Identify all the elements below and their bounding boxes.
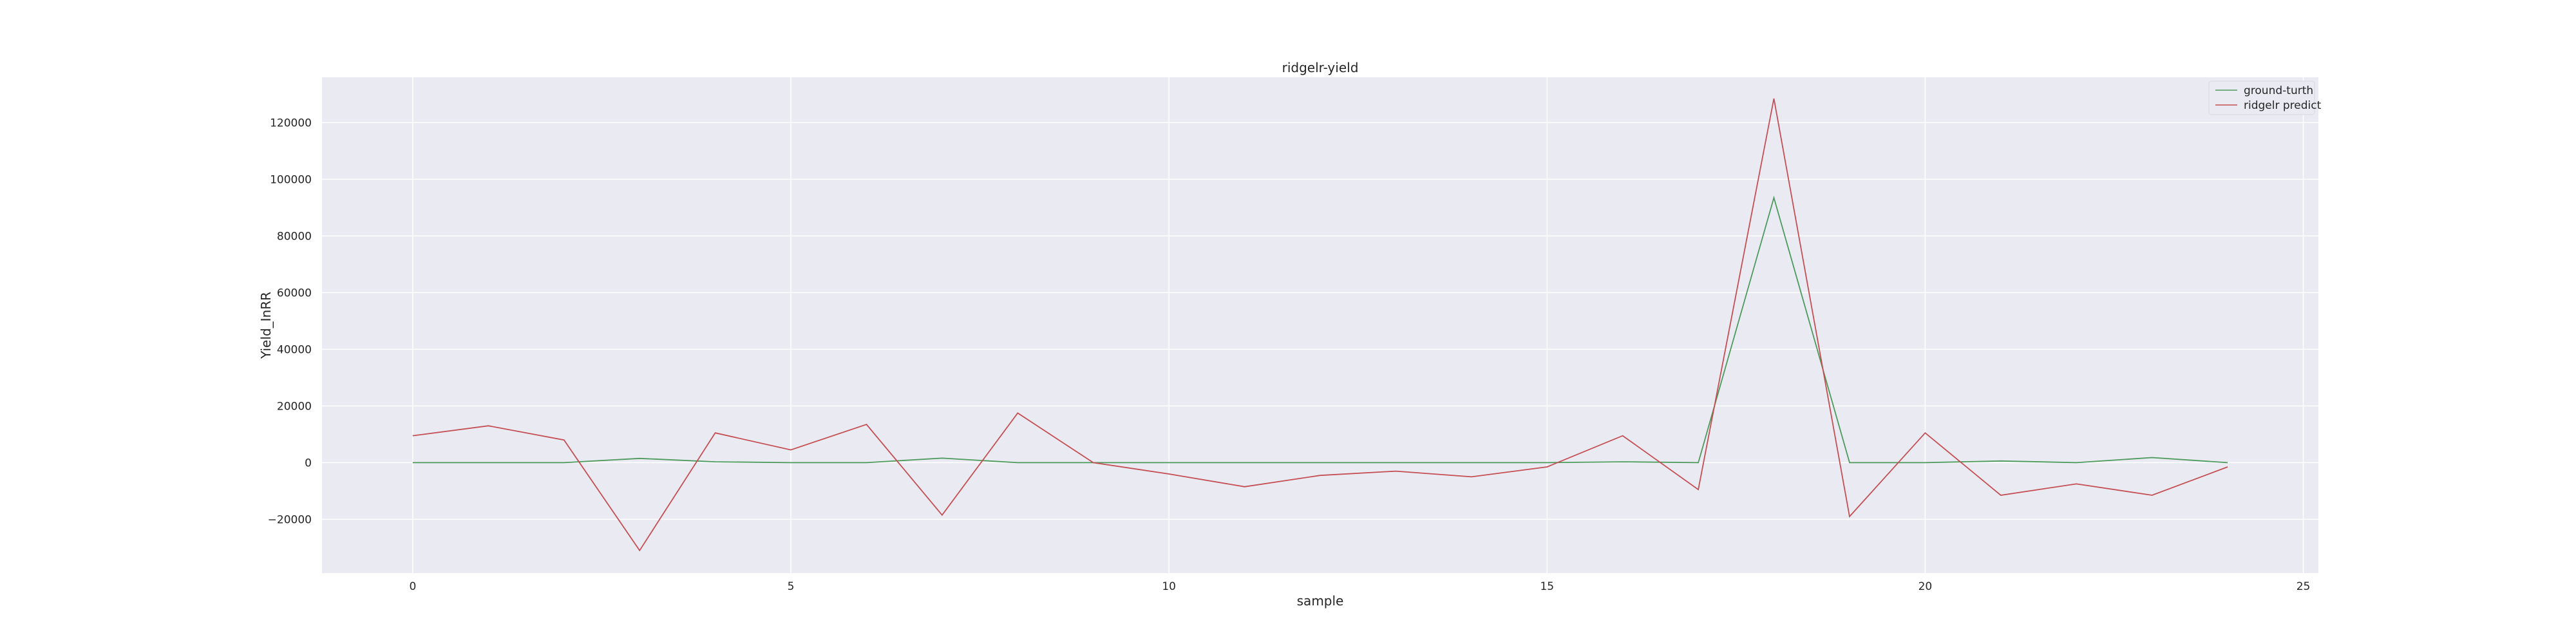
legend: ground-turth ridgelr predict: [2208, 80, 2322, 115]
x-tick-label: 15: [1540, 580, 1554, 593]
legend-label-ground-turth: ground-turth: [2244, 84, 2313, 97]
x-tick-label: 0: [409, 580, 416, 593]
series-line-ground-turth: [412, 195, 2228, 464]
y-tick-label: 100000: [270, 173, 312, 186]
x-tick-label: 5: [788, 580, 795, 593]
y-axis: −20000 0 20000 40000 60000 80000 100000 120000: [268, 117, 312, 526]
legend-label-ridgelr-predict: ridgelr predict: [2244, 99, 2322, 112]
series-lines: [412, 98, 2228, 552]
y-tick-label: −20000: [268, 513, 312, 526]
chart-title: ridgelr-yield: [1282, 60, 1359, 75]
y-tick-label: 120000: [270, 117, 312, 129]
x-tick-label: 20: [1918, 580, 1933, 593]
x-tick-label: 10: [1162, 580, 1176, 593]
grid: [322, 77, 2318, 573]
y-tick-label: 40000: [277, 343, 312, 356]
y-tick-label: 0: [305, 457, 312, 469]
x-axis-label: sample: [1297, 593, 1344, 609]
series-line-ridgelr-predict: [412, 98, 2228, 552]
y-axis-label: Yield_InRR: [258, 292, 274, 359]
y-tick-label: 20000: [277, 400, 312, 413]
y-tick-label: 60000: [277, 287, 312, 299]
plot-area: [322, 77, 2318, 573]
legend-box: [2208, 80, 2315, 115]
x-axis: 0 5 10 15 20 25: [409, 580, 2310, 593]
y-tick-label: 80000: [277, 230, 312, 243]
x-tick-label: 25: [2297, 580, 2311, 593]
